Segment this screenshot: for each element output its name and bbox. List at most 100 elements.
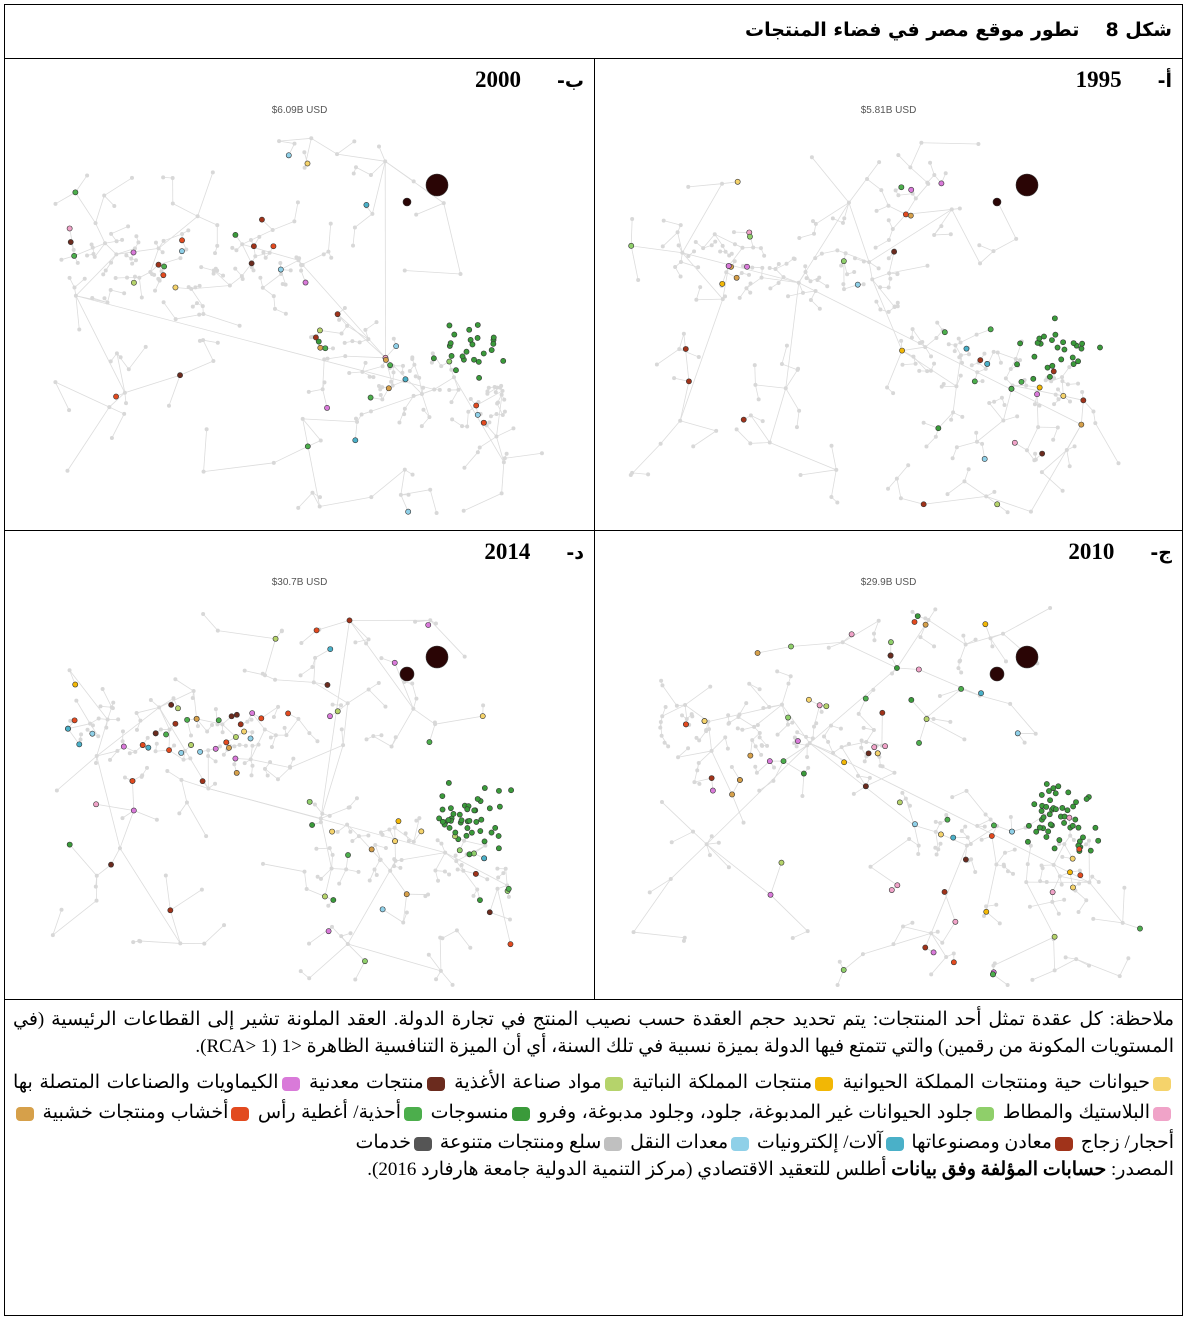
node — [202, 941, 207, 946]
edge — [175, 678, 194, 692]
colored-node — [1070, 340, 1077, 346]
node — [465, 424, 470, 429]
node — [886, 486, 891, 491]
edge — [966, 790, 986, 815]
node — [350, 839, 355, 844]
edge — [167, 770, 182, 781]
edge — [679, 298, 724, 421]
node — [360, 369, 365, 374]
edge — [297, 492, 313, 509]
node — [740, 245, 745, 250]
node — [339, 331, 344, 336]
edge — [362, 371, 374, 378]
node — [366, 337, 371, 342]
node — [283, 311, 288, 316]
node — [886, 218, 891, 223]
edge — [181, 779, 188, 803]
colored-node — [891, 248, 898, 255]
edge — [656, 348, 680, 365]
node — [322, 357, 327, 362]
node — [501, 871, 506, 876]
legend-icon — [414, 1136, 433, 1151]
edge — [400, 494, 409, 512]
node — [835, 983, 840, 987]
edge — [1041, 471, 1063, 492]
colored-node — [778, 859, 785, 866]
edge — [682, 252, 724, 300]
node — [400, 370, 405, 375]
node — [126, 224, 131, 229]
node — [262, 727, 267, 732]
node — [874, 208, 879, 213]
colored-node — [481, 855, 488, 862]
colored-node — [874, 750, 881, 757]
edge — [165, 875, 171, 911]
node — [932, 232, 937, 237]
node — [351, 171, 356, 176]
edge — [893, 926, 904, 945]
colored-node — [1051, 315, 1058, 322]
node — [681, 938, 686, 943]
edge — [158, 707, 209, 789]
edge — [848, 161, 880, 203]
node — [348, 829, 353, 834]
edge — [1002, 607, 1051, 635]
node — [502, 456, 507, 461]
node — [454, 928, 459, 933]
edge — [505, 868, 508, 886]
edge — [913, 356, 928, 372]
colored-node — [472, 870, 479, 877]
node — [402, 412, 407, 417]
edge — [985, 864, 997, 912]
edge — [785, 282, 800, 389]
edge — [55, 192, 76, 205]
edge — [96, 707, 160, 757]
node — [974, 332, 979, 337]
colored-node — [346, 617, 353, 624]
colored-node — [481, 838, 488, 845]
node — [335, 152, 340, 157]
node — [931, 716, 936, 721]
edge — [213, 270, 231, 286]
colored-node — [439, 806, 446, 813]
node — [794, 744, 799, 749]
node — [250, 730, 255, 735]
node — [419, 391, 424, 396]
node — [737, 712, 742, 717]
node — [839, 263, 844, 268]
colored-node — [108, 861, 114, 868]
node — [278, 260, 283, 265]
node — [307, 731, 312, 736]
colored-node — [1044, 364, 1051, 371]
colored-node — [971, 378, 978, 385]
node — [1120, 920, 1125, 925]
node — [53, 380, 58, 385]
node — [861, 725, 866, 730]
edge — [694, 777, 712, 783]
node — [380, 397, 385, 402]
colored-node — [719, 280, 726, 287]
node — [271, 294, 276, 299]
node — [852, 256, 857, 261]
edge — [345, 355, 386, 359]
edge — [384, 160, 414, 182]
colored-node — [395, 818, 402, 825]
edge — [69, 844, 98, 877]
node — [1056, 387, 1061, 392]
node — [886, 256, 891, 261]
colored-node — [1038, 792, 1045, 798]
edge — [496, 436, 505, 463]
node — [417, 375, 422, 380]
edge — [921, 142, 979, 145]
node — [120, 729, 125, 734]
node — [1077, 881, 1082, 886]
edge — [302, 418, 358, 423]
edge — [865, 729, 875, 743]
colored-node — [188, 742, 194, 748]
edge — [692, 831, 707, 845]
edge — [1052, 427, 1059, 440]
edge — [280, 259, 299, 270]
colored-node — [1014, 361, 1020, 368]
colored-node — [788, 643, 794, 650]
node — [750, 265, 755, 270]
